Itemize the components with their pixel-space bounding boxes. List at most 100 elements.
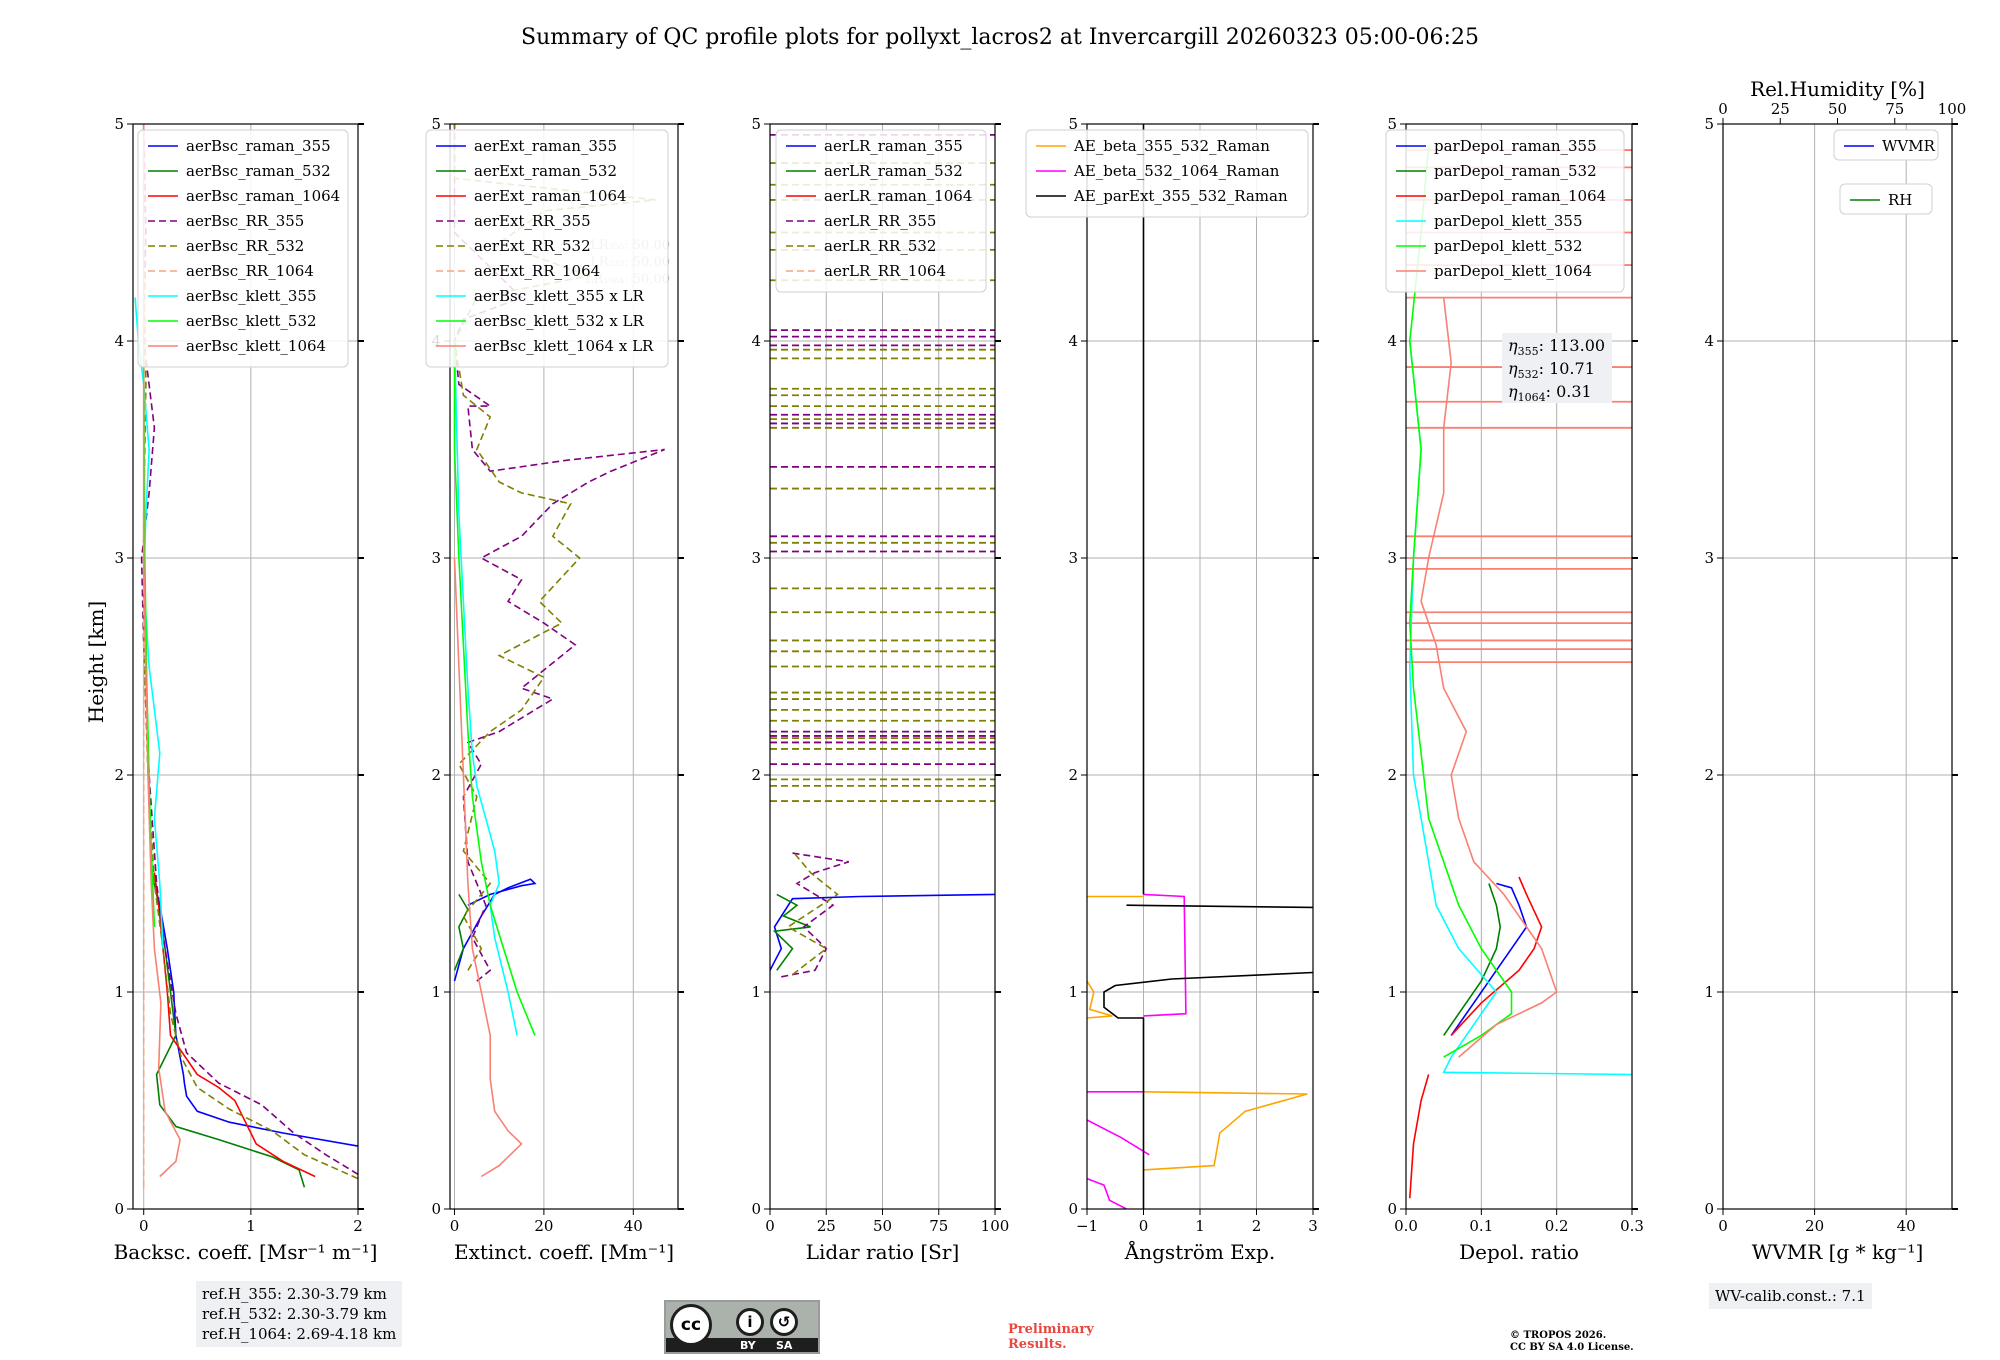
legend-label: aerBsc_klett_1064 [186,337,326,355]
x-tick-label: −1 [1076,1217,1098,1235]
series-line-AE_parExt_355_532_Raman_b [1126,904,1313,909]
x-tick-label: 1 [246,1217,256,1235]
legend-label: AE_parExt_355_532_Raman [1073,187,1288,205]
legend-label: aerBsc_raman_532 [186,162,331,180]
series-line-parDepol_raman_532 [1443,883,1502,1036]
y-tick-label: 0 [1704,1200,1714,1218]
legend-label: aerBsc_raman_355 [186,137,331,155]
legend-label: aerBsc_klett_1064 x LR [474,337,654,355]
y-tick-label: 4 [114,332,124,350]
series-line-parDepol_klett_532 [1408,145,1513,1058]
y-tick-label: 2 [751,766,761,784]
y-tick-label: 3 [1068,549,1078,567]
legend-label: aerExt_RR_1064 [474,262,600,280]
legend-depol: parDepol_raman_355 parDepol_raman_532 parD… [1385,129,1625,293]
top-x-tick-label: 100 [1938,100,1967,118]
panel-ext: 01234502040Extinct. coeff. [Mm⁻¹]LR₃₅₅: … [425,115,684,1264]
x-tick-label: 100 [981,1217,1010,1235]
copyright-note: © TROPOS 2026. CC BY SA 4.0 License. [1510,1330,1634,1353]
legend-ae: AE_beta_355_532_Raman AE_beta_532_1064_Ra… [1025,129,1309,218]
series-line-AE_beta_532_1064_Raman_b [1087,1177,1127,1209]
top-x-tick-label: 0 [1718,100,1728,118]
x-axis-label: WVMR [g * kg⁻¹] [1752,1240,1924,1264]
legend-label: AE_beta_532_1064_Raman [1073,162,1280,180]
legend-label: aerExt_RR_355 [474,212,591,230]
eta-line-355: η355: 113.00 [1508,336,1605,358]
top-x-tick-label: 25 [1771,100,1790,118]
y-tick-label: 2 [114,766,124,784]
legend-label: aerLR_raman_355 [824,137,963,155]
series-line-aerBsc_klett_355 [134,297,164,949]
x-tick-label: 40 [624,1217,643,1235]
legend-label: aerExt_raman_1064 [474,187,627,205]
legend-label: aerBsc_raman_1064 [186,187,340,205]
legend-wv: WVMR RH [1833,129,1939,215]
series-line-aerBsc_klett_532 x LR [453,341,536,1036]
legend-label: aerBsc_klett_355 x LR [474,287,645,305]
x-tick-label: 0 [1139,1217,1149,1235]
series-line-aerLR_raman_532 [772,893,811,971]
x-tick-label: 0 [450,1217,460,1235]
legend-box [1833,129,1939,161]
legend-label: aerLR_raman_532 [824,162,963,180]
y-tick-label: 5 [1704,115,1714,133]
x-tick-label: 0 [139,1217,149,1235]
y-tick-label: 2 [431,766,441,784]
y-tick-label: 1 [114,983,124,1001]
panel-bsc: 0 1 2 3 4 5 0 1 2 Backsc. coeff. [Msr⁻¹ m⁻¹] aerBs… [114,115,378,1264]
x-tick-label: 0 [765,1217,775,1235]
x-axis-label: Ångström Exp. [1124,1239,1275,1264]
legend-box [425,129,669,368]
axes-frame [449,123,679,1210]
series-line-aerLR_RR_355 [781,852,850,978]
x-tick-label: 20 [534,1217,553,1235]
y-tick-label: 3 [1387,549,1397,567]
eta-line-532: η532: 10.71 [1508,359,1595,381]
ref-height-1064: ref.H_1064: 2.69-4.18 km [202,1325,397,1343]
series-line-parDepol_raman_1064_b [1450,876,1543,1036]
cc-logo-icon: cc [670,1304,712,1346]
legend-label: AE_beta_355_532_Raman [1073,137,1270,155]
y-tick-label: 3 [114,549,124,567]
ref-heights-box: ref.H_355: 2.30-3.79 km ref.H_532: 2.30-… [196,1281,403,1347]
y-tick-label: 3 [1704,549,1714,567]
series-line-aerExt_RR_355 [453,124,665,982]
y-tick-label: 4 [751,332,761,350]
y-tick-label: 4 [1704,332,1714,350]
series-line-aerBsc_klett_1064 [142,124,181,1178]
x-tick-label: 2 [353,1217,363,1235]
x-tick-label: 3 [1308,1217,1318,1235]
axes-frame [132,123,359,1210]
eta-line-1064: η1064: 0.31 [1508,382,1592,404]
y-tick-label: 1 [1704,983,1714,1001]
y-tick-label: 2 [1387,766,1397,784]
x-tick-label: 0.0 [1394,1217,1418,1235]
y-tick-label: 1 [431,983,441,1001]
legend-box [137,129,349,368]
legend-label: parDepol_raman_532 [1434,162,1597,180]
series-line-parDepol_klett_1064 [1420,297,1558,1058]
x-tick-label: 1 [1195,1217,1205,1235]
y-tick-label: 4 [1387,332,1397,350]
legend-label: RH [1888,191,1912,209]
legend-label: aerExt_raman_355 [474,137,617,155]
legend-label: aerLR_RR_1064 [824,262,946,280]
x-axis-label: Depol. ratio [1459,1240,1579,1264]
x-tick-label: 20 [1805,1217,1824,1235]
y-tick-label: 0 [1387,1200,1397,1218]
y-tick-label: 5 [1068,115,1078,133]
series-line-aerLR_raman_355 [770,893,995,971]
series-group [1406,145,1632,1199]
cc-sa-label: SA [776,1339,793,1352]
y-tick-label: 1 [751,983,761,1001]
x-tick-label: 0.2 [1545,1217,1569,1235]
x-tick-label: 50 [873,1217,892,1235]
y-tick-label: 5 [751,115,761,133]
top-x-tick-label: 75 [1885,100,1904,118]
legend-label: aerBsc_klett_532 x LR [474,312,645,330]
